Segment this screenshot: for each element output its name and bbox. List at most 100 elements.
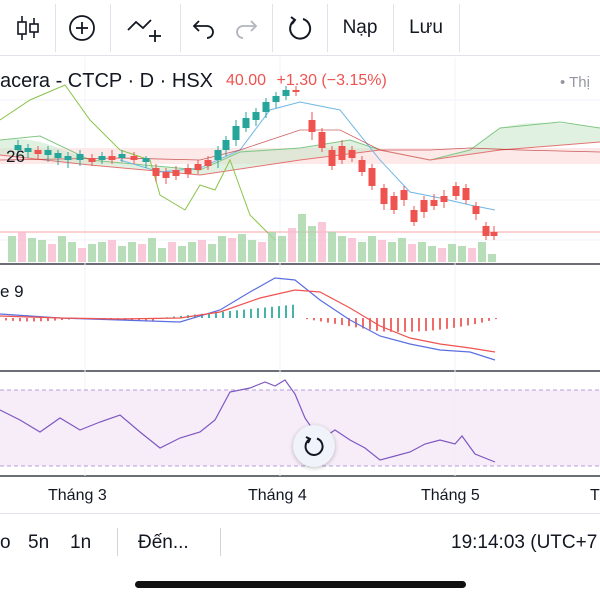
home-indicator: [135, 581, 466, 588]
candle: [222, 140, 230, 150]
market-tag: • Thị: [560, 74, 590, 91]
macd-line: [0, 277, 496, 361]
volume-bar: [328, 232, 336, 262]
candle: [272, 96, 280, 102]
candle: [194, 164, 202, 170]
volume-bar: [318, 222, 326, 262]
volume-bar: [118, 246, 126, 262]
candle: [338, 146, 346, 160]
candle: [328, 150, 336, 166]
volume-bar: [488, 254, 496, 262]
x-label-may: Tháng 5: [421, 487, 480, 504]
candle: [368, 168, 376, 186]
candle: [76, 154, 84, 160]
volume-bar: [458, 246, 466, 262]
volume-bar: [398, 238, 406, 262]
volume-bar: [178, 246, 186, 262]
range-button-partial[interactable]: o: [0, 532, 11, 553]
time-axis[interactable]: Tháng 3 Tháng 4 Tháng 5 T: [0, 487, 600, 511]
volume-bar: [8, 236, 16, 262]
price-change: +1.30 (−3.15%): [276, 72, 387, 89]
candle: [390, 196, 398, 210]
volume-bar: [408, 244, 416, 262]
volume-bar: [468, 248, 476, 262]
candle: [308, 120, 316, 132]
volume-bar: [288, 228, 296, 262]
candle: [420, 200, 428, 212]
candle: [430, 200, 438, 206]
x-label-april: Tháng 4: [248, 487, 307, 504]
volume-bar: [368, 236, 376, 262]
candle: [400, 190, 408, 200]
candle: [142, 158, 150, 162]
reset-chart-button[interactable]: [293, 425, 335, 467]
symbol-legend[interactable]: acera - CTCP · D · HSX: [0, 70, 213, 92]
candle: [252, 112, 260, 120]
range-button-1y[interactable]: 1n: [70, 532, 92, 553]
last-price: 40.00: [226, 72, 267, 89]
volume-bar: [358, 242, 366, 262]
rsi-line: [0, 379, 496, 463]
lagging-span: [0, 84, 276, 241]
candle: [162, 172, 170, 178]
volume-bar: [338, 236, 346, 262]
candle: [380, 188, 388, 204]
save-button[interactable]: Lưu: [394, 0, 458, 56]
volume-bar: [348, 238, 356, 262]
candle: [64, 156, 72, 160]
range-button-5y[interactable]: 5n: [28, 532, 50, 553]
candle: [14, 145, 22, 150]
candle: [452, 186, 460, 196]
volume-bar: [268, 232, 276, 262]
candle: [98, 156, 106, 160]
candle: [482, 226, 490, 236]
candle: [242, 118, 250, 128]
volume-bar: [388, 242, 396, 262]
price-change-legend: 40.00 +1.30 (−3.15%): [226, 72, 387, 90]
volume-bar: [88, 244, 96, 262]
volume-bar: [188, 242, 196, 262]
volume-bar: [428, 246, 436, 262]
candle: [54, 153, 62, 158]
x-label-next: T: [590, 487, 600, 504]
undo-icon[interactable]: [182, 0, 226, 56]
candle: [358, 160, 366, 172]
volume-bar: [238, 234, 246, 262]
volume-bar: [58, 236, 66, 262]
volume-bar: [18, 232, 26, 262]
candle: [34, 150, 42, 154]
price-chart[interactable]: [0, 0, 600, 487]
candle: [88, 158, 96, 162]
bottom-toolbar: o 5n 1n Đến... 19:14:03 (UTC+7: [0, 513, 600, 569]
candle: [172, 170, 180, 176]
volume-bar: [48, 244, 56, 262]
timezone-clock[interactable]: 19:14:03 (UTC+7: [451, 532, 598, 553]
volume-bar: [208, 244, 216, 262]
candle: [348, 150, 356, 158]
candle: [130, 156, 138, 160]
add-indicator-icon[interactable]: [112, 0, 178, 56]
redo-icon[interactable]: [226, 0, 266, 56]
candle: [204, 160, 212, 166]
plus-circle-icon[interactable]: [56, 0, 108, 56]
volume-bar: [128, 242, 136, 262]
candle: [24, 148, 32, 152]
volume-bar: [448, 244, 456, 262]
candle: [292, 90, 300, 92]
volume-bar: [28, 238, 36, 262]
candlestick-icon[interactable]: [0, 0, 55, 56]
volume-bar: [378, 240, 386, 262]
top-toolbar: Nạp Lưu: [0, 0, 600, 56]
reset-icon: [304, 436, 324, 456]
goto-date-button[interactable]: Đến...: [138, 532, 189, 553]
volume-bar: [138, 244, 146, 262]
macd-legend[interactable]: e 9: [0, 282, 24, 301]
reset-icon[interactable]: [274, 0, 326, 56]
volume-bar: [248, 240, 256, 262]
volume-bar: [108, 240, 116, 262]
load-button[interactable]: Nạp: [328, 0, 392, 56]
candle: [262, 102, 270, 112]
base-line: [0, 129, 600, 161]
candle: [184, 168, 192, 174]
volume-bar: [148, 238, 156, 262]
